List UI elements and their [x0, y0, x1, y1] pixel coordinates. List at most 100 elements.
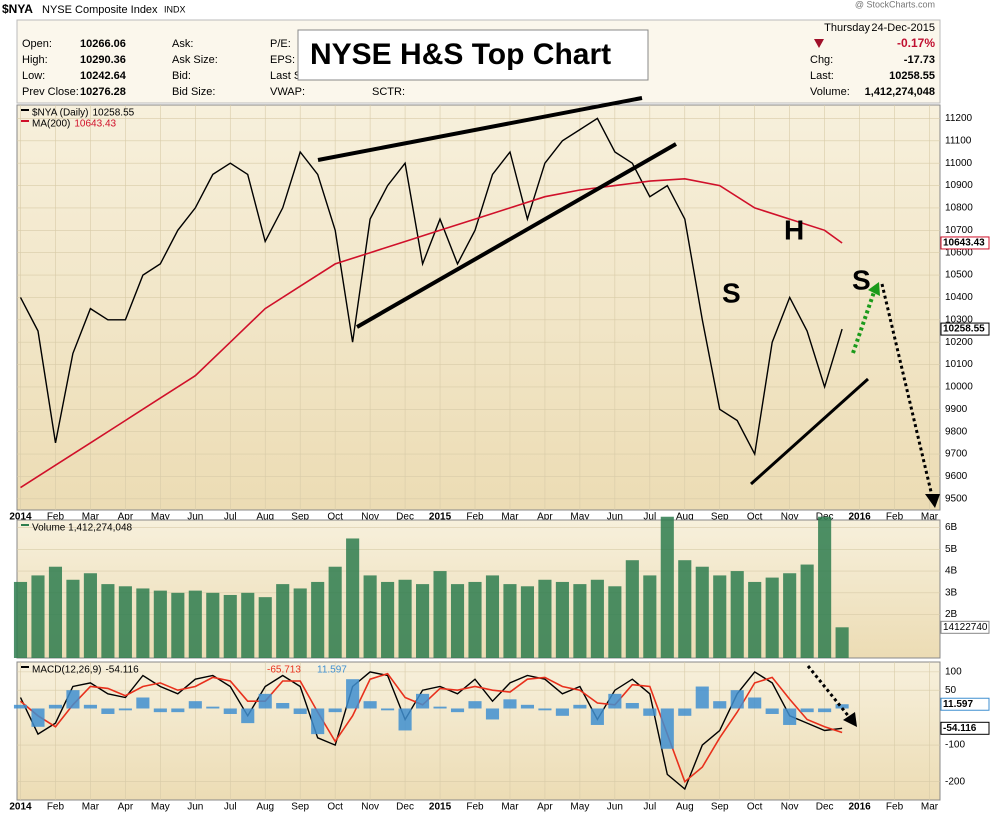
bar	[48, 566, 63, 658]
trendline	[317, 96, 643, 162]
bar	[468, 581, 482, 658]
last-value-label: 10258.55	[943, 324, 985, 335]
y-tick-label: 6B	[945, 522, 958, 533]
bar	[398, 579, 412, 658]
bar	[241, 592, 255, 658]
bar	[433, 706, 447, 709]
bar	[83, 573, 97, 658]
bar	[188, 701, 202, 709]
bar	[363, 575, 377, 658]
last-value-tag	[940, 620, 990, 634]
bar	[118, 708, 132, 711]
macd-arrow	[806, 665, 852, 719]
field-label: Ask Size:	[172, 54, 218, 66]
y-tick-label: 10200	[945, 337, 973, 348]
field-label: Prev Close:	[22, 86, 79, 98]
field-label: Chg:	[810, 54, 833, 66]
x-tick-label: May	[151, 512, 170, 523]
y-tick-label: 10000	[945, 382, 973, 393]
x-tick-label: Sep	[711, 802, 729, 813]
field-label: Volume:	[810, 86, 850, 98]
bar	[381, 581, 395, 658]
x-tick-label: Jul	[224, 802, 237, 813]
bar	[695, 686, 709, 709]
bar	[258, 693, 272, 709]
y-tick-label: 100	[945, 667, 962, 678]
y-tick-label: 10800	[945, 203, 973, 214]
trendline	[356, 142, 677, 329]
projection-arrowhead	[925, 494, 940, 508]
bar	[276, 584, 290, 658]
bar	[765, 577, 779, 658]
x-tick-label: Nov	[361, 802, 379, 813]
bar	[730, 571, 744, 658]
bar	[608, 586, 622, 658]
field-value: 10242.64	[80, 70, 127, 82]
field-label: Bid:	[172, 70, 191, 82]
bar	[503, 584, 517, 658]
y-tick-label: 10600	[945, 247, 973, 258]
last-value-label: 14122740	[943, 622, 988, 633]
x-tick-label: Aug	[676, 802, 694, 813]
macd-arrowhead	[843, 712, 857, 727]
y-tick-label: -100	[945, 740, 965, 751]
bar	[800, 564, 814, 658]
legend-swatch	[21, 120, 29, 122]
plot-area	[16, 104, 941, 511]
bar	[13, 704, 28, 709]
bar	[450, 708, 465, 713]
x-tick-label: Nov	[361, 512, 379, 523]
field-value: 1,412,274,048	[865, 86, 935, 98]
bar	[276, 702, 290, 709]
x-tick-label: Aug	[256, 802, 274, 813]
bar	[206, 592, 220, 658]
bar	[783, 708, 797, 725]
bar	[293, 588, 307, 658]
field-value: 10290.36	[80, 54, 126, 66]
bar	[503, 699, 517, 709]
bar	[520, 586, 535, 658]
bar	[573, 704, 587, 709]
bar	[468, 701, 482, 709]
y-tick-label: 9500	[945, 493, 968, 504]
bar	[520, 704, 535, 709]
x-tick-label: Oct	[747, 512, 763, 523]
title-box	[297, 29, 649, 81]
bar	[748, 581, 762, 658]
x-tick-label: Jul	[643, 802, 656, 813]
bar	[258, 597, 272, 658]
y-tick-label: 10900	[945, 180, 973, 191]
bar	[555, 708, 569, 716]
annotation: S	[852, 264, 871, 295]
field-value: 10266.06	[80, 38, 126, 50]
bar	[590, 579, 604, 658]
x-tick-label: Mar	[921, 802, 939, 813]
legend-name: MA(200)	[32, 119, 70, 130]
bar	[590, 708, 604, 725]
y-tick-label: 2B	[945, 609, 958, 620]
bar	[346, 538, 360, 658]
y-tick-label: -200	[945, 776, 965, 787]
x-tick-label: May	[570, 512, 589, 523]
bar	[660, 708, 674, 749]
legend-name: Volume 1,412,274,048	[32, 523, 133, 534]
bar	[713, 701, 727, 709]
bar	[293, 708, 307, 714]
x-tick-label: Feb	[466, 802, 484, 813]
watermark: @ StockCharts.com	[855, 0, 935, 9]
bar	[311, 581, 325, 658]
field-label: Last:	[810, 70, 834, 82]
bar	[153, 590, 167, 658]
last-value-tag	[940, 721, 990, 735]
bar	[678, 560, 692, 658]
x-tick-label: 2015	[429, 512, 452, 523]
y-tick-label: 3B	[945, 587, 958, 598]
x-tick-label: Jul	[224, 512, 237, 523]
annotation: S	[722, 277, 741, 308]
bar	[328, 566, 342, 658]
bar	[311, 708, 325, 735]
field-label: Low:	[22, 70, 45, 82]
legend-swatch	[21, 109, 29, 111]
legend-value: 10258.55	[93, 108, 135, 119]
bar	[118, 586, 132, 658]
